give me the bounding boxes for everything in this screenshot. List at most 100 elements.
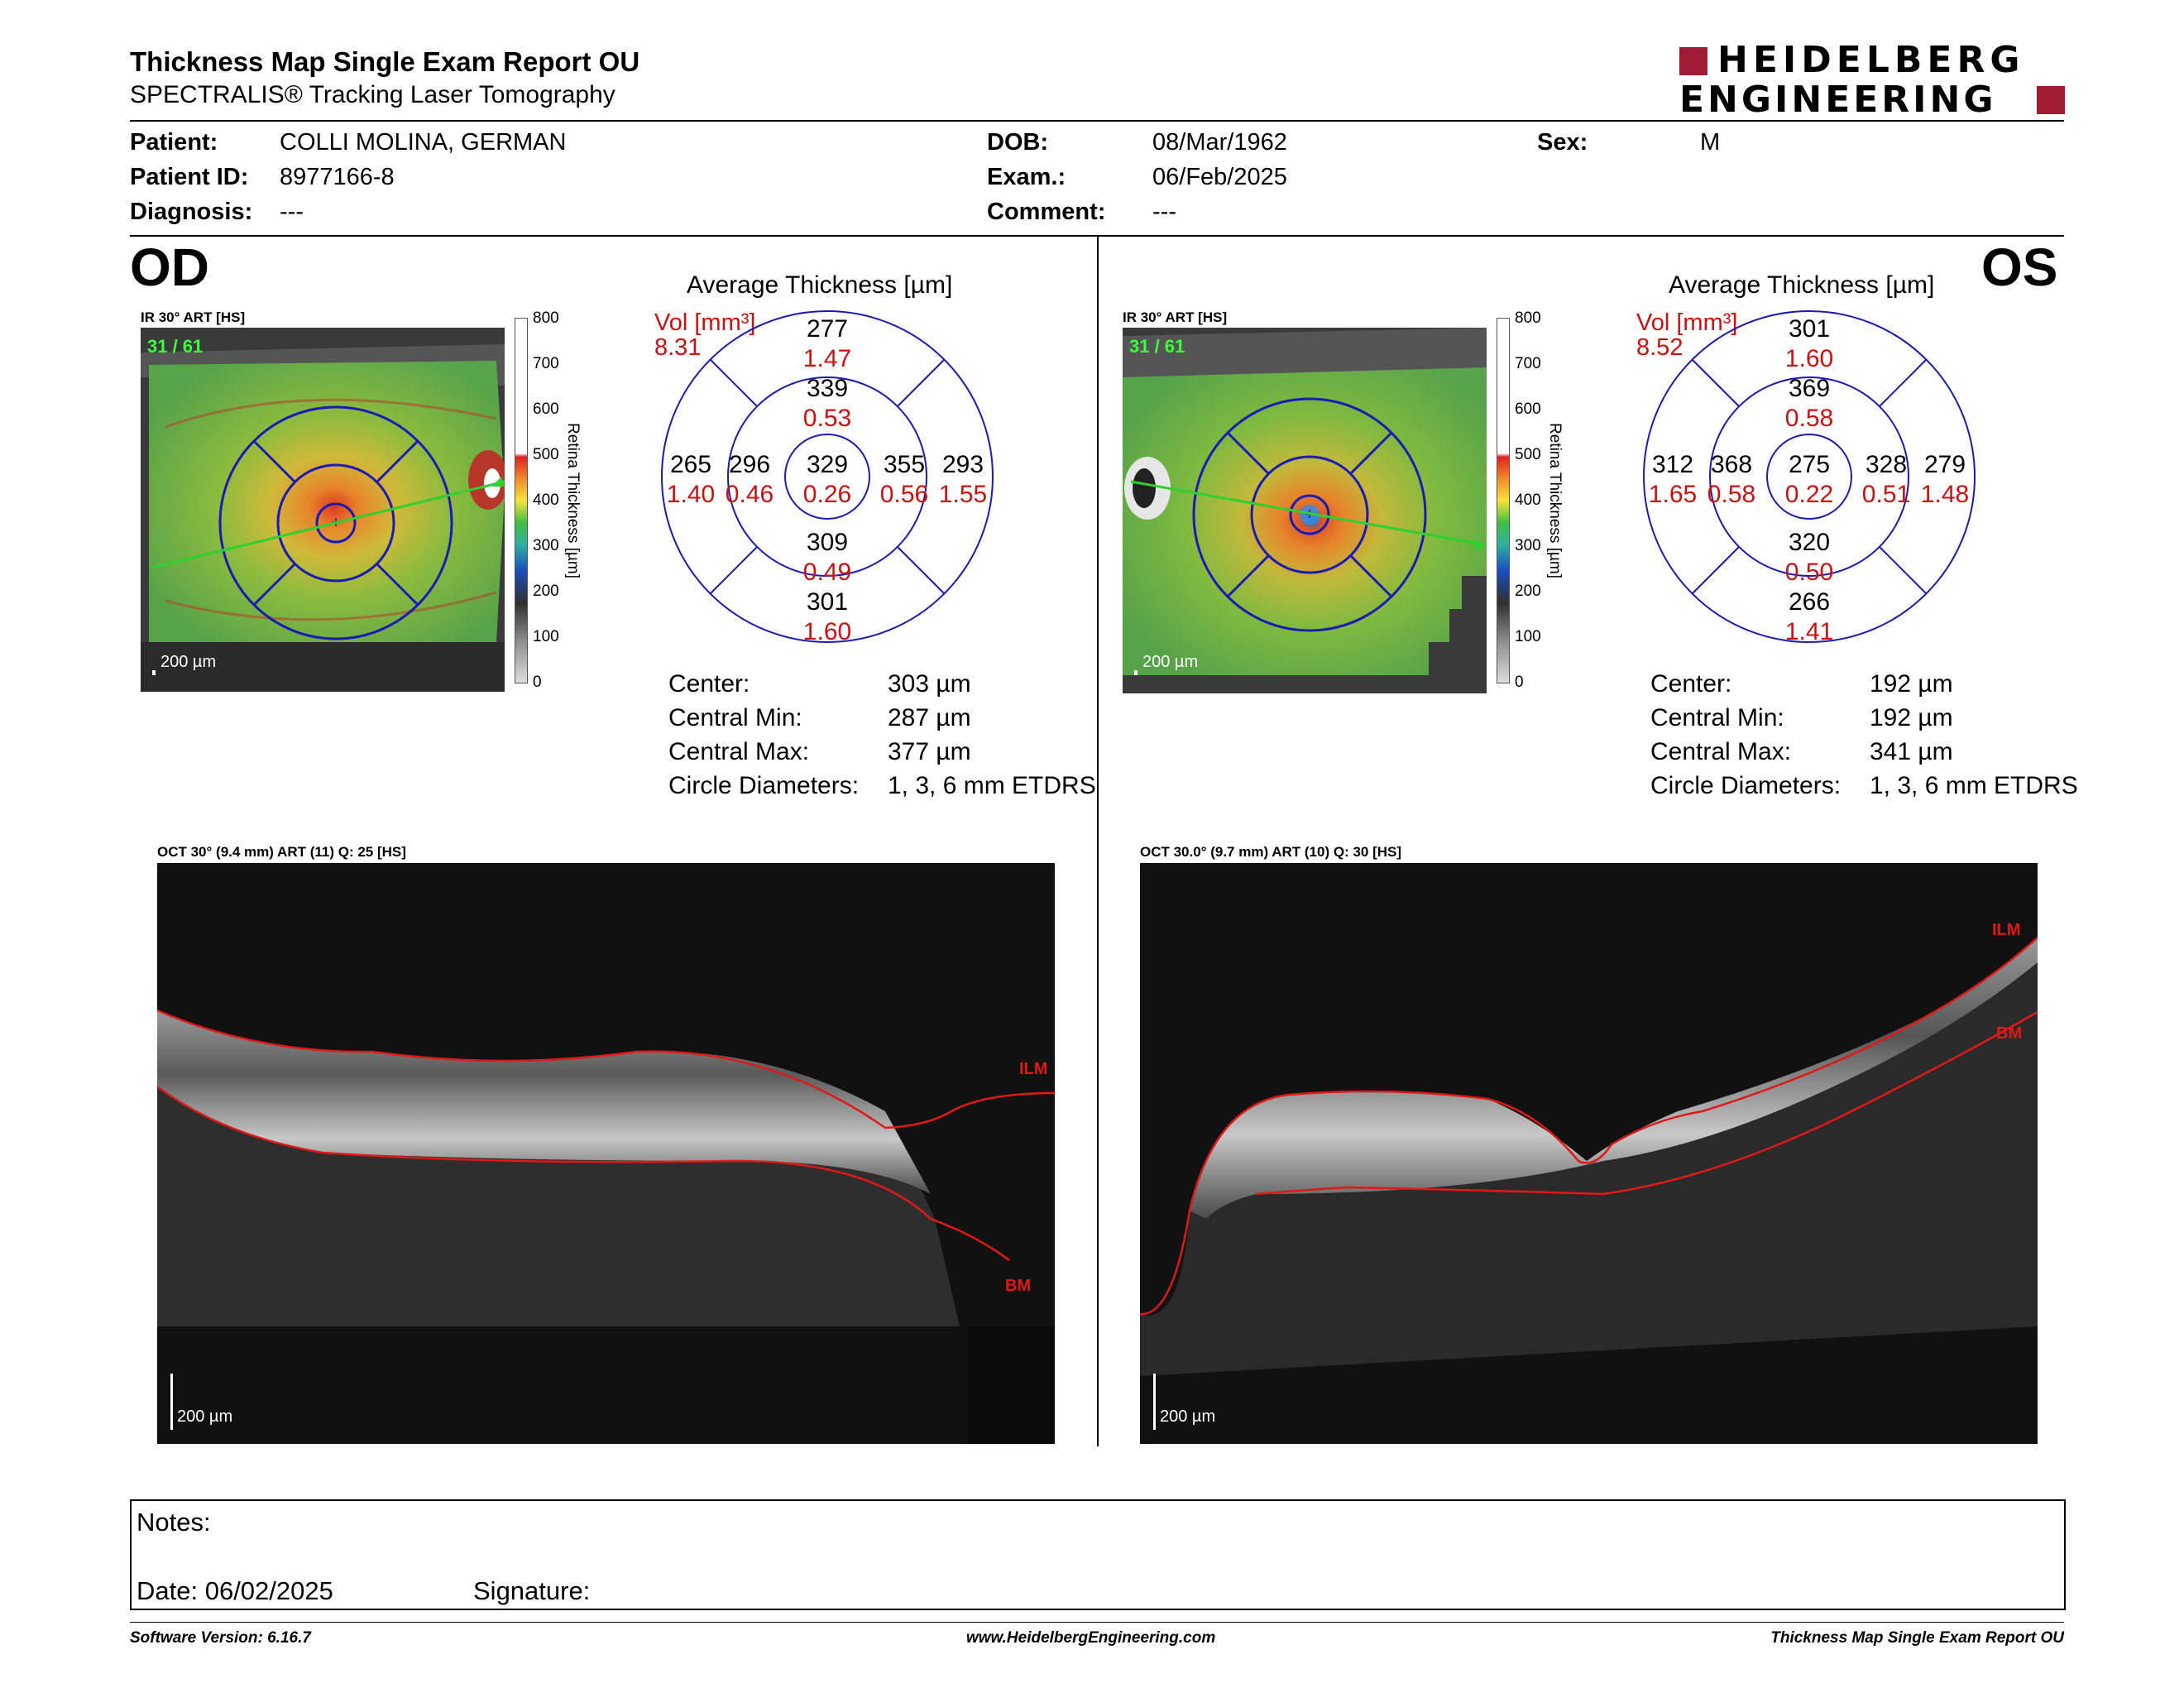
dob-value: 08/Mar/1962 (1152, 129, 1287, 156)
exam-label: Exam.: (987, 164, 1066, 190)
os-min-value: 192 µm (1870, 704, 1953, 731)
os-sector-inner-sup: 369 0.58 (1784, 375, 1834, 432)
os-vol-label: Vol [mm³] (1636, 309, 1738, 336)
os-diam-label: Circle Diameters: (1650, 772, 1842, 799)
od-scale-tick-0: 800 (533, 309, 559, 327)
os-scale-title: Retina Thickness [µm] (1546, 423, 1564, 578)
os-oct-label: OCT 30.0° (9.7 mm) ART (10) Q: 30 [HS] (1140, 844, 1402, 860)
footer-report-name: Thickness Map Single Exam Report OU (1770, 1629, 2064, 1647)
diagnosis-value: --- (280, 199, 304, 225)
os-frame-count: 31 / 61 (1129, 336, 1185, 357)
od-avg-title: Average Thickness [µm] (687, 271, 953, 299)
footer-software: Software Version: 6.16.7 (130, 1629, 311, 1647)
od-sector-outer-inf: 301 1.60 (802, 588, 852, 645)
od-scale-tick-4: 400 (533, 492, 559, 509)
os-max-label: Central Max: (1650, 738, 1792, 765)
os-oct-scan: ILM BM 200 µm (1140, 863, 2038, 1444)
os-vol-value: 8.52 (1636, 334, 1684, 361)
os-diam-value: 1, 3, 6 mm ETDRS (1870, 772, 2078, 799)
os-ilm-label: ILM (1992, 921, 2021, 939)
notes-date: Date: 06/02/2025 (136, 1576, 333, 1605)
od-vol-value: 8.31 (654, 334, 702, 361)
os-oct-scale-bar (1153, 1374, 1156, 1430)
os-max-value: 341 µm (1870, 738, 1953, 765)
os-eye-label: OS (1981, 237, 2058, 297)
od-scale-bar (152, 670, 156, 675)
patient-id: 8977166-8 (280, 164, 395, 190)
notes-box[interactable]: Notes: Date: 06/02/2025 Signature: (130, 1499, 2066, 1610)
os-center-label: Center: (1650, 670, 1732, 698)
od-center-value: 303 µm (888, 670, 971, 698)
os-scale-tick-8: 0 (1515, 674, 1524, 691)
od-max-label: Central Max: (668, 738, 810, 765)
exam-value: 06/Feb/2025 (1152, 164, 1287, 190)
sex-value: M (1700, 129, 1721, 156)
os-avg-title: Average Thickness [µm] (1669, 271, 1935, 299)
os-sector-inner-inf: 320 0.50 (1784, 529, 1834, 586)
os-sector-outer-temp: 312 1.65 (1648, 451, 1698, 508)
od-max-value: 377 µm (888, 738, 971, 765)
od-oct-scale-label: 200 µm (177, 1407, 233, 1426)
od-sector-inner-nas: 355 0.56 (879, 451, 929, 508)
od-scale-tick-2: 600 (533, 400, 559, 418)
patient-label: Patient: (130, 129, 218, 156)
os-scale-tick-1: 700 (1515, 355, 1541, 372)
os-scale-tick-5: 300 (1515, 537, 1541, 554)
footer-url[interactable]: www.HeidelbergEngineering.com (966, 1629, 1216, 1647)
od-ilm-label: ILM (1019, 1060, 1048, 1078)
footer-rule (130, 1622, 2064, 1623)
od-sector-outer-temp: 265 1.40 (666, 451, 716, 508)
patient-id-label: Patient ID: (130, 164, 249, 190)
logo-line-2: ENGINEERING (1679, 79, 1997, 121)
od-scale-tick-6: 200 (533, 583, 559, 600)
os-scale-label: 200 µm (1142, 653, 1199, 671)
center-divider (1097, 237, 1099, 1446)
os-min-label: Central Min: (1650, 704, 1784, 731)
os-etdrs-grid (1643, 310, 1976, 643)
od-oct-label: OCT 30° (9.4 mm) ART (11) Q: 25 [HS] (157, 844, 406, 860)
os-scale-tick-0: 800 (1515, 309, 1541, 327)
od-sector-inner-temp: 296 0.46 (725, 451, 774, 508)
os-sector-outer-sup: 301 1.60 (1784, 315, 1834, 372)
notes-label: Notes: (136, 1508, 211, 1537)
od-ir-label: IR 30° ART [HS] (141, 309, 246, 325)
os-fundus-image: + 31 / 61 200 µm (1123, 328, 1487, 693)
os-sector-center: 275 0.22 (1784, 451, 1834, 508)
patient-rule (130, 235, 2064, 237)
os-sector-inner-temp: 368 0.58 (1707, 451, 1756, 508)
os-scale-tick-3: 500 (1515, 446, 1541, 463)
od-diam-value: 1, 3, 6 mm ETDRS (888, 772, 1096, 799)
notes-signature: Signature: (473, 1576, 591, 1605)
comment-value: --- (1152, 199, 1176, 225)
header-rule (130, 120, 2064, 122)
logo-line-1: HEIDELBERG (1717, 39, 2025, 81)
os-scale-tick-4: 400 (1515, 492, 1541, 509)
os-bm-label: BM (1996, 1024, 2023, 1043)
os-scale-tick-6: 200 (1515, 583, 1541, 600)
os-sector-inner-nas: 328 0.51 (1861, 451, 1911, 508)
report-subtitle: SPECTRALIS® Tracking Laser Tomography (130, 81, 615, 108)
od-scale-tick-1: 700 (533, 355, 559, 372)
od-bm-label: BM (1005, 1277, 1032, 1295)
od-sector-inner-inf: 309 0.49 (802, 529, 852, 586)
os-scale-tick-7: 100 (1515, 628, 1541, 645)
od-scale-tick-8: 0 (533, 674, 542, 691)
od-scale-label: 200 µm (160, 653, 217, 671)
od-sector-outer-sup: 277 1.47 (802, 315, 852, 372)
patient-name: COLLI MOLINA, GERMAN (280, 129, 567, 156)
od-oct-scan: ILM BM 200 µm (157, 863, 1055, 1444)
od-sector-inner-sup: 339 0.53 (802, 375, 852, 432)
od-fundus-image: + 31 / 61 200 µm (141, 328, 505, 692)
od-min-label: Central Min: (668, 704, 802, 731)
os-thickness-scale: 800 700 600 500 400 300 200 100 0 Retina… (1492, 309, 1571, 691)
os-sector-outer-nas: 279 1.48 (1920, 451, 1970, 508)
comment-label: Comment: (987, 199, 1106, 225)
od-scale-tick-7: 100 (533, 628, 559, 645)
od-min-value: 287 µm (888, 704, 971, 731)
od-eye-label: OD (130, 237, 209, 297)
os-center-value: 192 µm (1870, 670, 1953, 698)
od-center-label: Center: (668, 670, 750, 698)
dob-label: DOB: (987, 129, 1049, 156)
od-scale-tick-3: 500 (533, 446, 559, 463)
od-thickness-scale: 800 700 600 500 400 300 200 100 0 Retina… (510, 309, 589, 691)
